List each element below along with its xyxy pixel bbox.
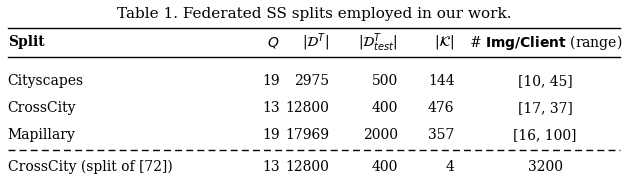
Text: 17969: 17969 <box>285 128 330 142</box>
Text: 144: 144 <box>428 74 454 88</box>
Text: 4: 4 <box>445 160 454 174</box>
Text: CrossCity (split of [72]): CrossCity (split of [72]) <box>8 160 172 174</box>
Text: [10, 45]: [10, 45] <box>518 74 573 88</box>
Text: 19: 19 <box>262 74 280 88</box>
Text: [17, 37]: [17, 37] <box>518 101 573 115</box>
Text: 2000: 2000 <box>364 128 398 142</box>
Text: Cityscapes: Cityscapes <box>8 74 84 88</box>
Text: 3200: 3200 <box>528 160 563 174</box>
Text: 13: 13 <box>262 101 280 115</box>
Text: 476: 476 <box>428 101 454 115</box>
Text: 13: 13 <box>262 160 280 174</box>
Text: Split: Split <box>8 35 44 49</box>
Text: 400: 400 <box>372 160 398 174</box>
Text: 357: 357 <box>428 128 454 142</box>
Text: 12800: 12800 <box>285 160 330 174</box>
Text: $|\mathcal{D}^T|$: $|\mathcal{D}^T|$ <box>303 32 330 53</box>
Text: CrossCity: CrossCity <box>8 101 76 115</box>
Text: 19: 19 <box>262 128 280 142</box>
Text: # $\mathbf{Img/Client}$ (range): # $\mathbf{Img/Client}$ (range) <box>468 33 622 52</box>
Text: 12800: 12800 <box>285 101 330 115</box>
Text: $|\mathcal{K}|$: $|\mathcal{K}|$ <box>434 33 454 51</box>
Text: 500: 500 <box>372 74 398 88</box>
Text: 2975: 2975 <box>294 74 330 88</box>
Text: Mapillary: Mapillary <box>8 128 76 142</box>
Text: 400: 400 <box>372 101 398 115</box>
Text: [16, 100]: [16, 100] <box>513 128 577 142</box>
Text: Table 1. Federated SS splits employed in our work.: Table 1. Federated SS splits employed in… <box>116 7 511 21</box>
Text: $Q$: $Q$ <box>267 35 280 50</box>
Text: $|\mathcal{D}^T_{test}|$: $|\mathcal{D}^T_{test}|$ <box>358 31 398 54</box>
